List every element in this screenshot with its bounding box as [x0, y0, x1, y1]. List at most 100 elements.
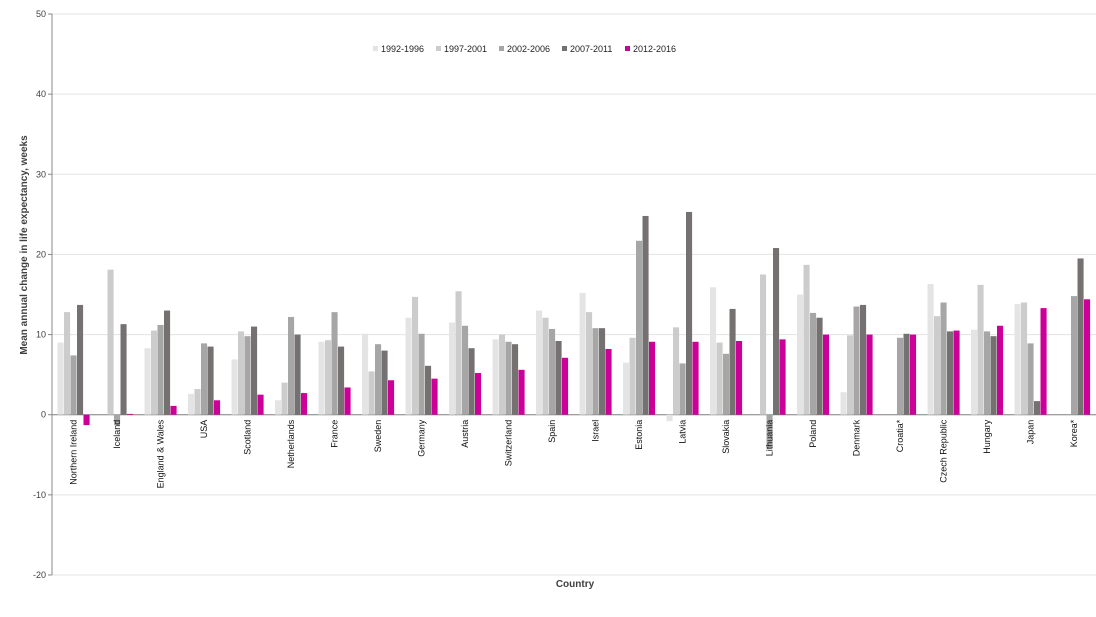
y-tick-label: -20	[33, 570, 46, 580]
bar	[231, 359, 238, 415]
bar	[83, 414, 90, 426]
bar	[1034, 401, 1041, 415]
x-axis-title: Country	[556, 579, 595, 590]
bar	[257, 394, 264, 415]
bar	[736, 340, 743, 415]
bar	[294, 334, 301, 415]
bar	[157, 324, 164, 415]
legend-item: 2007-2011	[562, 44, 612, 54]
bar	[188, 393, 195, 415]
bar	[344, 387, 351, 415]
y-axis: -20 -10 0 10 20 30 40 50	[33, 9, 53, 580]
bar	[388, 380, 395, 415]
bar	[468, 348, 475, 415]
bar	[77, 304, 84, 415]
bar	[649, 341, 656, 415]
bar	[462, 325, 469, 415]
bar	[599, 328, 606, 415]
bar	[107, 269, 114, 415]
x-category-label: Denmark	[852, 419, 862, 456]
bar	[518, 369, 525, 415]
bar	[766, 414, 773, 449]
bar	[642, 215, 649, 415]
bar	[431, 378, 438, 415]
x-category-label: Hungary	[982, 419, 992, 454]
bar	[810, 312, 817, 415]
bar	[729, 308, 736, 415]
bar	[405, 317, 412, 415]
bar	[1084, 299, 1091, 415]
y-tick-label: 0	[41, 410, 46, 420]
x-category-label: Korea*	[1069, 419, 1079, 447]
legend-swatch	[562, 46, 567, 51]
x-category-label: Iceland	[112, 420, 122, 449]
bar	[897, 337, 904, 415]
bar	[636, 240, 643, 415]
x-category-label: Poland	[808, 420, 818, 448]
x-category-label: Northern Ireland	[69, 420, 79, 485]
x-category-label: Scotland	[243, 420, 253, 455]
bar	[301, 393, 308, 415]
bar	[673, 327, 680, 415]
bar	[1071, 296, 1078, 415]
x-category-label: Austria	[460, 420, 470, 448]
bar	[64, 312, 71, 415]
bar	[412, 296, 419, 415]
x-category-label: Latvia	[678, 420, 688, 444]
x-category-label: Japan	[1026, 420, 1036, 445]
x-category-label: Israel	[591, 420, 601, 442]
x-category-label: France	[330, 420, 340, 448]
bar	[910, 334, 917, 415]
legend-swatch	[625, 46, 630, 51]
bar	[170, 405, 177, 415]
x-category-label: Lithuania	[765, 420, 775, 457]
bar	[1027, 343, 1034, 415]
bar	[710, 287, 717, 415]
bar	[977, 284, 984, 415]
bar	[1014, 304, 1021, 415]
bar	[549, 328, 556, 415]
bars	[57, 211, 1091, 449]
gridlines	[52, 13, 1096, 576]
bar	[823, 334, 830, 415]
bar	[953, 330, 960, 415]
bar	[860, 304, 867, 415]
bar	[903, 333, 910, 415]
bar	[797, 294, 804, 415]
bar	[475, 373, 482, 415]
bar	[57, 342, 64, 415]
bar	[70, 355, 77, 415]
bar	[562, 357, 569, 415]
bar	[679, 363, 686, 415]
x-category-label: England & Wales	[156, 419, 166, 488]
bar	[362, 333, 369, 415]
y-axis-title: Mean annual change in life expectancy, w…	[19, 135, 30, 355]
bar	[275, 400, 282, 415]
bar	[623, 362, 630, 415]
bar	[686, 211, 693, 415]
bar	[934, 316, 941, 415]
bar	[251, 326, 258, 415]
bar	[947, 331, 954, 415]
bar	[716, 342, 723, 415]
bar	[449, 322, 456, 415]
bar	[368, 371, 375, 415]
legend-label: 1992-1996	[381, 44, 424, 54]
bar	[666, 414, 673, 422]
bar	[853, 306, 860, 415]
bar	[201, 343, 208, 415]
legend-label: 2007-2011	[570, 44, 612, 54]
bar	[512, 344, 519, 415]
bar	[1077, 258, 1084, 415]
bar	[418, 333, 425, 415]
legend-item: 2002-2006	[499, 44, 550, 54]
legend-label: 2012-2016	[633, 44, 676, 54]
bar	[536, 310, 543, 415]
bar	[940, 302, 947, 415]
bar	[629, 337, 636, 415]
bar	[579, 292, 586, 415]
bar	[866, 334, 873, 415]
bar	[238, 331, 245, 415]
x-category-label: Czech Republic	[939, 419, 949, 483]
bar	[120, 324, 127, 415]
